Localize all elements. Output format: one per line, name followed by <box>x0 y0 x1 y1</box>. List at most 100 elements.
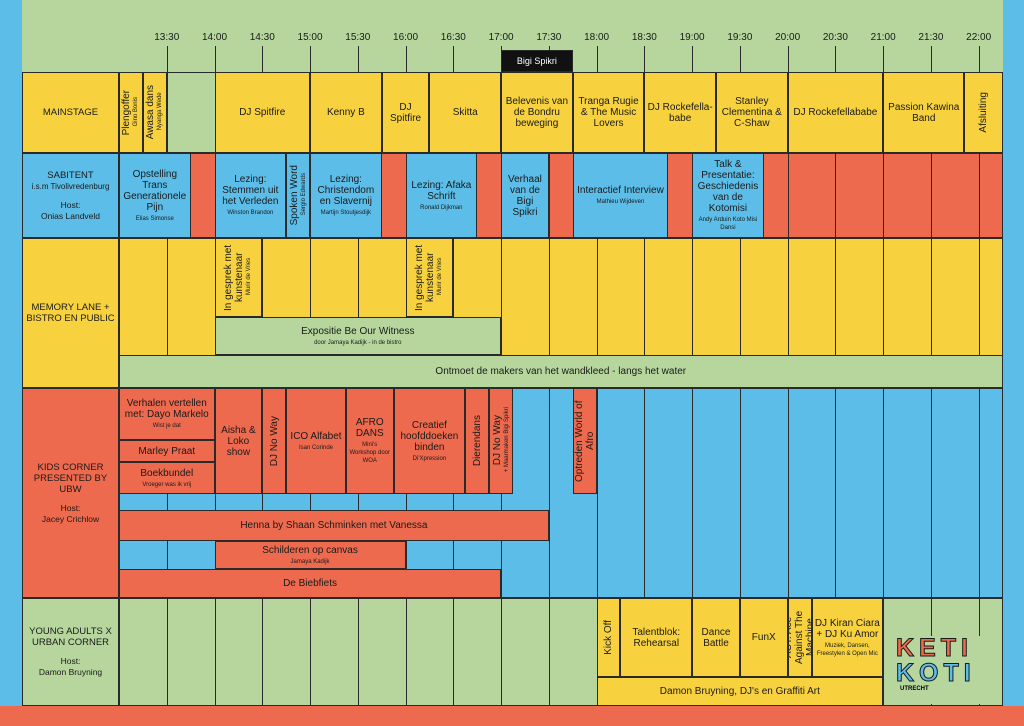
event-text: Tranga Rugie & The Music Lovers <box>576 96 642 129</box>
tick <box>978 46 980 72</box>
event-text: Creatief hoofddoeken binden Di'Xpression <box>397 420 463 463</box>
event-subtitle: Andy Arduin Koto Misi Dansi <box>698 217 758 231</box>
stage-name: YOUNG ADULTS X URBAN CORNER <box>29 626 112 648</box>
event: DJ Spitfire <box>214 72 311 153</box>
time-label: 20:00 <box>775 32 801 43</box>
host-name: Damon Bruyning <box>38 667 103 677</box>
time-label: 19:00 <box>679 32 705 43</box>
event-text: Verhaal van de Bigi Spikri <box>504 174 546 218</box>
event-text: ICO Alfabet Isan Corinde <box>290 431 341 452</box>
event-title: In gesprek met kunstenaar <box>223 244 246 311</box>
tick <box>262 46 264 72</box>
grid-line <box>930 388 932 598</box>
event-text: Dance Battle <box>695 627 737 649</box>
event-text: In gesprek met kunstenaar Murir de Vries <box>223 241 253 314</box>
time-label: 13:30 <box>154 32 180 43</box>
grid-line <box>978 388 980 598</box>
event-title: DJ No Way <box>491 415 503 467</box>
grid-line <box>453 598 455 706</box>
grid-line <box>930 238 932 388</box>
event-subtitle: Elias Simonse <box>135 215 174 222</box>
event-title: DJ No Way <box>268 415 280 467</box>
event-text: Verhalen vertellen met: Dayo Markelo Wist… <box>122 398 212 430</box>
event-title: Skitta <box>452 107 478 118</box>
grid-line <box>501 238 503 388</box>
event: AFRO DANS Mini's Workshop door WOA <box>345 388 394 494</box>
grid-line <box>357 598 359 706</box>
event-subtitle: Winston Brandon <box>227 210 274 216</box>
time-label: 15:30 <box>345 32 371 43</box>
event: DJ No Way + Maarmaken Bigi Spikri <box>489 388 513 494</box>
tick <box>310 46 312 72</box>
host-label: Host: <box>60 502 81 513</box>
event-text: FunX <box>752 632 776 643</box>
event-subtitle: Sergio Edwards <box>300 173 307 216</box>
event-text: Henna by Shaan Schminken met Vanessa <box>240 520 427 531</box>
event-title: Kenny B <box>326 107 365 118</box>
event-title: DJ Rockefella-babe <box>647 101 713 124</box>
event-subtitle: Muziek, Dansen, Freestylen & Open Mic <box>816 642 878 657</box>
tick <box>405 46 407 72</box>
event: Lezing: Christendom en Slavernij Martijn … <box>310 153 382 238</box>
event-subtitle: Ronald Dijkman <box>420 204 463 211</box>
event: Interactief Interview Mathieu Wijdeven <box>572 153 669 238</box>
event-title: Opstelling Trans Generationele Pijn <box>123 168 187 213</box>
event-title: Optreden World of Afro <box>573 400 596 482</box>
event-text: DJ Rockefella-babe <box>647 102 713 124</box>
event-subtitle: Mini's Workshop door WOA <box>349 442 391 464</box>
event: Spoken Word Sergio Edwards <box>286 153 311 238</box>
stage-name: MAINSTAGE <box>42 107 99 118</box>
time-label: 17:30 <box>536 32 562 43</box>
tick <box>930 46 932 72</box>
time-label: 19:30 <box>727 32 753 43</box>
event-title: Lezing: Stemmen uit het Verleden <box>222 174 279 207</box>
time-label: 15:00 <box>297 32 323 43</box>
grid-line <box>883 388 885 598</box>
event: Lezing: Stemmen uit het Verleden Winston … <box>214 153 287 238</box>
grid-line <box>548 598 550 706</box>
logo-line: KETI <box>896 634 973 662</box>
event-title: Expositie Be Our Witness <box>301 325 415 337</box>
grid-line <box>214 598 216 706</box>
grid-line <box>930 153 932 238</box>
event: DJ Rockefella-babe <box>644 72 716 153</box>
event-title: Lezing: Afaka Schrift <box>411 179 472 202</box>
event-subtitle: Mathieu Wijdeven <box>596 199 645 205</box>
event-text: Talentblok: Rehearsal <box>623 627 689 649</box>
host-name: Onias Landveld <box>40 210 101 221</box>
event: Talk & Presentatie: Geschiedenis van de … <box>692 153 764 238</box>
event-subtitle: Murir de Vries <box>246 257 253 296</box>
time-label: 18:00 <box>584 32 610 43</box>
event: Kick Off <box>596 598 621 677</box>
host-name: Jacey Crichlow <box>41 513 100 524</box>
event-text: Talk & Presentatie: Geschiedenis van de … <box>695 159 761 232</box>
grid-line <box>787 388 789 598</box>
grid-line <box>835 238 837 388</box>
tick <box>644 46 646 72</box>
tick <box>787 46 789 72</box>
grid-line <box>787 153 789 238</box>
grid-line <box>978 238 980 388</box>
event: Tranga Rugie & The Music Lovers <box>572 72 645 153</box>
event-text: Aisha & Loko show <box>218 425 260 458</box>
event-text: Lezing: Afaka Schrift Ronald Dijkman <box>409 180 475 212</box>
time-label: 14:00 <box>202 32 228 43</box>
event-title: ICO Alfabet <box>290 430 342 442</box>
event: Verhaal van de Bigi Spikri <box>501 153 549 238</box>
event: Lezing: Afaka Schrift Ronald Dijkman <box>405 153 478 238</box>
event-text: DJ Spitfire <box>239 107 285 118</box>
event: Awasa dans Nyanga Wede <box>142 72 167 153</box>
logo: KETI KOTI UTRECHT <box>890 634 1002 704</box>
event-title: Creatief hoofddoeken binden <box>400 419 459 453</box>
event: Expositie Be Our Witness door Jamaya Kadi… <box>214 317 502 355</box>
event: Boekbundel Vroeger was ik vrij <box>119 462 215 494</box>
tick <box>596 46 598 72</box>
event-text: Schilderen op canvas Jamaya Kadijk <box>262 545 358 566</box>
stage-note: i.s.m Tivolivredenburg <box>31 181 110 191</box>
event-title: Henna by Shaan Schminken met Vanessa <box>240 520 428 531</box>
time-label: 20:30 <box>822 32 848 43</box>
event-title: Verhalen vertellen met: Dayo Markelo <box>124 398 209 420</box>
event-title: Interactief Interview <box>577 185 664 196</box>
time-label: 14:30 <box>249 32 275 43</box>
event: DJ Kiran Ciara + DJ Ku Amor Muziek, Danse… <box>811 598 884 677</box>
